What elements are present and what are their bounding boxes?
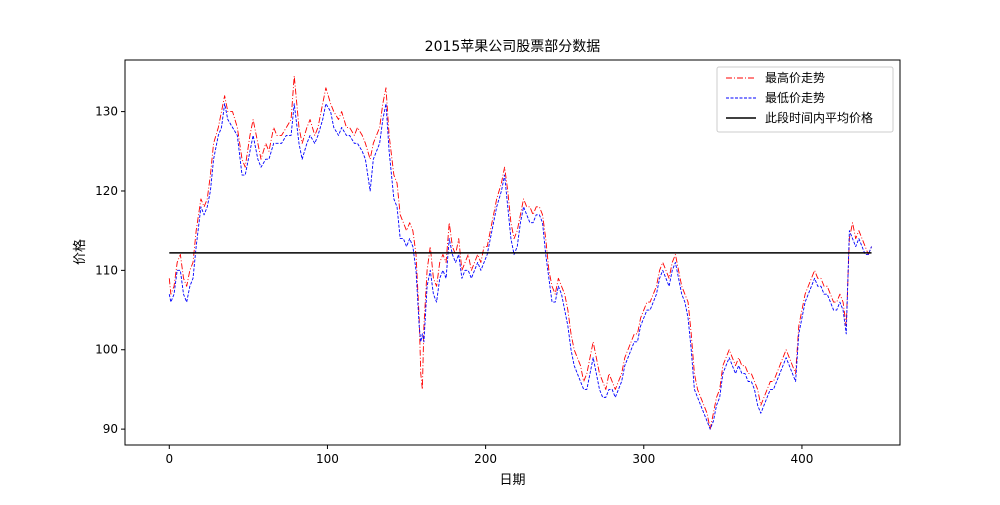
y-tick-label: 110 <box>95 263 118 277</box>
x-tick-label: 200 <box>474 452 497 466</box>
y-tick-label: 90 <box>103 422 118 436</box>
y-tick-label: 130 <box>95 105 118 119</box>
legend-label: 最低价走势 <box>765 91 825 105</box>
legend-label: 此段时间内平均价格 <box>765 110 873 125</box>
y-tick-label: 120 <box>95 184 118 198</box>
y-tick-label: 100 <box>95 343 118 357</box>
x-tick-label: 400 <box>790 452 813 466</box>
x-tick-label: 100 <box>316 452 339 466</box>
legend-label: 最高价走势 <box>765 70 825 85</box>
legend-box <box>716 66 894 133</box>
x-tick-label: 300 <box>632 452 655 466</box>
series-layer <box>168 75 872 430</box>
series-line-0 <box>168 75 872 430</box>
y-axis-title: 价格 <box>72 239 88 265</box>
x-axis-title: 日期 <box>499 473 525 488</box>
chart-title: 2015苹果公司股票部分数据 <box>425 39 601 55</box>
plot-area-frame <box>124 59 901 446</box>
y-axis-ticks: 90 100 110 120 130 <box>95 105 125 436</box>
series-line-1 <box>168 103 872 430</box>
x-axis-ticks: 0 100 200 300 400 <box>165 445 813 466</box>
x-tick-label: 0 <box>165 452 173 466</box>
